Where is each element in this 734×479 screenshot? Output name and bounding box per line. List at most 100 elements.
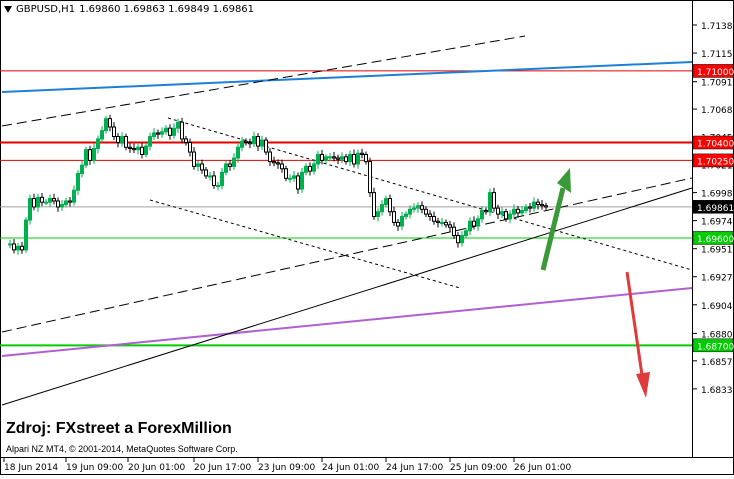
bull-candle xyxy=(36,196,40,208)
bull-candle xyxy=(328,156,332,159)
bear-candle xyxy=(108,118,112,128)
bear-candle xyxy=(188,142,192,153)
price-tag xyxy=(692,338,734,353)
bull-candle xyxy=(416,205,420,209)
bear-candle xyxy=(212,175,216,186)
bear-candle xyxy=(112,126,116,138)
x-axis-label: 19 Jun 09:00 xyxy=(66,463,123,473)
bull-candle xyxy=(24,219,28,251)
bull-candle xyxy=(384,198,388,206)
bear-candle xyxy=(392,211,396,223)
bear-candle xyxy=(124,136,128,148)
bear-candle xyxy=(116,136,120,144)
y-axis-label: 1.71150 xyxy=(701,50,734,60)
bull-candle xyxy=(412,207,416,210)
channel-upper-dashed-line xyxy=(1,35,526,127)
bull-candle xyxy=(144,145,148,155)
bull-candle xyxy=(480,210,484,220)
bull-candle xyxy=(240,140,244,148)
x-axis-label: 20 Jun 01:00 xyxy=(128,463,185,473)
bear-candle xyxy=(420,205,424,210)
blue-trendline xyxy=(1,61,693,93)
bull-candle xyxy=(464,230,468,237)
bear-candle xyxy=(280,163,284,170)
price-tag-label: 1.68700 xyxy=(697,342,734,352)
bull-candle xyxy=(224,163,228,173)
long-support-trendline xyxy=(1,187,693,406)
bear-candle xyxy=(396,221,400,227)
bear-candle xyxy=(156,132,160,135)
bear-candle xyxy=(248,142,252,145)
bull-candle xyxy=(216,184,220,187)
falling-channel-bottom-dotted xyxy=(149,199,461,289)
up-arrow-head xyxy=(557,168,571,193)
bear-candle xyxy=(344,156,348,163)
bear-candle xyxy=(68,200,72,203)
y-axis-label: 1.68800 xyxy=(701,330,734,340)
bull-candle xyxy=(44,201,48,204)
symbol-timeframe: GBPUSD,H1 xyxy=(16,4,76,15)
bear-candle xyxy=(184,138,188,144)
bear-candle xyxy=(388,198,392,213)
bull-candle xyxy=(64,200,68,206)
y-axis-label: 1.69980 xyxy=(701,190,734,200)
bear-candle xyxy=(268,151,272,163)
bear-candle xyxy=(88,149,92,161)
price-tag-label: 1.69861 xyxy=(697,204,734,214)
y-axis-label: 1.68570 xyxy=(701,358,734,368)
bear-candle xyxy=(244,140,248,144)
bull-candle xyxy=(408,208,412,215)
bear-candle xyxy=(128,146,132,149)
bull-candle xyxy=(400,215,404,227)
y-axis-label: 1.69510 xyxy=(701,246,734,256)
x-axis-label: 18 Jun 2014 xyxy=(4,463,58,473)
bull-candle xyxy=(508,213,512,220)
bear-candle xyxy=(40,196,44,203)
down-arrow-head xyxy=(636,372,650,398)
bear-candle xyxy=(504,211,508,220)
bear-candle xyxy=(320,153,324,161)
bear-candle xyxy=(336,157,340,160)
bull-candle xyxy=(376,211,380,217)
bear-candle xyxy=(496,207,500,215)
bear-candle xyxy=(52,198,56,202)
bull-candle xyxy=(28,198,32,221)
ohlc-quotes: 1.69860 1.69863 1.69849 1.69861 xyxy=(79,4,255,15)
bull-candle xyxy=(176,121,180,129)
bear-candle xyxy=(32,198,36,208)
bull-candle xyxy=(500,211,504,215)
bear-candle xyxy=(428,213,432,217)
bull-candle xyxy=(208,175,212,178)
y-axis-label: 1.69275 xyxy=(701,274,734,284)
price-tag xyxy=(692,231,734,245)
bear-candle xyxy=(452,226,456,237)
x-axis-label: 24 Jun 17:00 xyxy=(386,463,443,473)
bull-candle xyxy=(380,204,384,213)
bear-candle xyxy=(492,192,496,209)
bull-candle xyxy=(288,177,292,180)
bear-candle xyxy=(516,208,520,214)
bear-candle xyxy=(296,175,300,190)
bull-candle xyxy=(524,206,528,212)
bull-candle xyxy=(8,243,12,246)
bear-candle xyxy=(364,153,368,163)
bear-candle xyxy=(432,215,436,222)
bear-candle xyxy=(484,210,488,213)
y-axis-label: 1.71385 xyxy=(701,22,734,32)
price-tag xyxy=(692,200,734,214)
bull-candle xyxy=(92,147,96,161)
bear-candle xyxy=(272,161,276,164)
bull-candle xyxy=(304,165,308,173)
price-tag-label: 1.69600 xyxy=(697,235,734,245)
bear-candle xyxy=(448,224,452,228)
dropdown-triangle-icon[interactable] xyxy=(4,6,12,13)
up-arrow-shaft xyxy=(540,187,566,271)
bear-candle xyxy=(368,161,372,194)
bull-candle xyxy=(100,130,104,140)
bull-candle xyxy=(512,208,516,215)
bull-candle xyxy=(60,204,64,208)
bull-candle xyxy=(120,136,124,144)
y-axis-label: 1.70910 xyxy=(701,79,734,89)
